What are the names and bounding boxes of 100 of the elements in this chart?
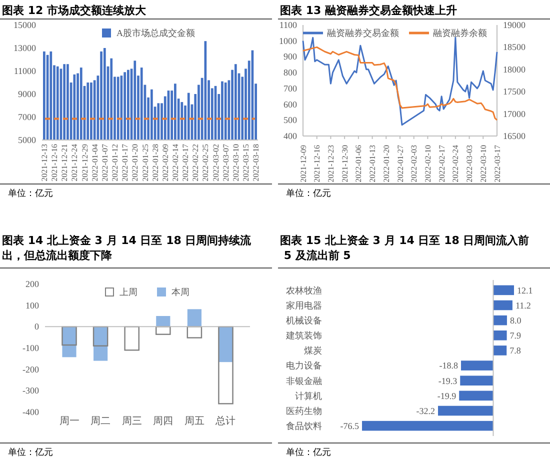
y-tick-label: 电力设备 — [286, 360, 322, 371]
chart-title: 图表 15 北上资金 3 月 14 日至 18 日周间流入前 5 及流出前 5 — [280, 234, 530, 262]
x-tick-label: 2021-12-24 — [70, 144, 80, 182]
bar — [218, 326, 234, 404]
y-tick-label: 医药生物 — [286, 406, 322, 416]
y-tick-label: 200 — [26, 279, 40, 289]
x-tick-label: 2022-01-17 — [120, 144, 130, 182]
x-tick-label: 2021-12-13 — [40, 144, 49, 182]
y-tick-label: 煤炭 — [304, 346, 322, 356]
data-label: -18.8 — [439, 360, 458, 371]
x-tick-label: 2022-02-17 — [437, 145, 446, 182]
x-tick-label: 2022-03-15 — [242, 144, 251, 182]
y-tick-label: 非银金融 — [286, 376, 322, 386]
text: 单位：亿元 — [8, 188, 53, 199]
y2-tick-label: 18000 — [503, 64, 526, 74]
x-tick-label: 2022-02-14 — [170, 144, 180, 182]
y2-tick-label: 18500 — [503, 42, 526, 52]
bar — [493, 330, 507, 340]
x-tick-label: 2022-03-02 — [211, 144, 220, 182]
y-tick-label: -400 — [22, 407, 40, 417]
bar — [438, 406, 494, 416]
bar — [459, 390, 494, 401]
y2-tick-label: 16500 — [503, 131, 526, 141]
x-tick-label: 周一 — [59, 416, 80, 427]
data-label: 7.9 — [510, 330, 522, 341]
y-tick-label: 0 — [34, 322, 40, 332]
x-tick-label: 周三 — [122, 416, 142, 427]
bar — [92, 326, 108, 346]
y-tick-label: 7000 — [18, 112, 36, 122]
y-tick-label: 500 — [284, 115, 298, 126]
bar — [187, 309, 202, 327]
bar — [460, 360, 494, 370]
x-tick-label: 2022-03-18 — [252, 144, 261, 182]
bar — [94, 326, 108, 361]
data-label: -19.9 — [437, 390, 457, 401]
x-tick-label: 2022-02-24 — [451, 145, 460, 182]
x-tick-label: 2022-01-27 — [396, 145, 405, 182]
bar — [493, 285, 514, 296]
bar — [62, 326, 77, 346]
bar — [186, 326, 202, 338]
x-tick-label: 周二 — [90, 416, 111, 427]
x-tick-label: 2021-12-16 — [312, 145, 322, 182]
x-tick-label: 2022-02-09 — [160, 144, 170, 182]
x-tick-label: 2021-12-09 — [298, 145, 308, 182]
y-tick-label: 100 — [26, 300, 40, 310]
bar — [493, 300, 512, 310]
y-tick-label: 9000 — [18, 89, 36, 99]
x-tick-label: 2021-12-30 — [340, 145, 350, 182]
x-tick-label: 2022-01-20 — [130, 144, 140, 182]
x-tick-label: 总计 — [214, 415, 236, 427]
x-tick-label: 周五 — [184, 416, 204, 427]
x-tick-label: 2022-01-28 — [150, 144, 160, 182]
x-tick-label: 2021-12-21 — [60, 144, 70, 182]
x-tick-label: 2021-12-29 — [80, 144, 90, 182]
y-tick-label: 1100 — [279, 20, 298, 30]
y-tick-label: 600 — [284, 99, 298, 110]
x-tick-label: 2022-02-10 — [424, 145, 433, 182]
data-label: 11.2 — [515, 300, 531, 310]
x-tick-label: 2022-01-25 — [140, 144, 150, 182]
y-tick-label: 机械设备 — [286, 315, 322, 326]
data-label: -19.3 — [438, 376, 458, 386]
y-tick-label: 计算机 — [295, 390, 322, 401]
x-tick-label: 2022-01-04 — [90, 144, 100, 182]
y-tick-label: 700 — [284, 83, 298, 94]
data-label: 8.0 — [510, 315, 522, 326]
x-tick-label: 2022-01-20 — [382, 145, 391, 182]
text: 单位：亿元 — [286, 188, 331, 199]
y-tick-label: 11000 — [14, 66, 36, 76]
bar — [156, 316, 170, 327]
y-tick-label: 800 — [284, 68, 298, 78]
x-tick-label: 2022-02-03 — [410, 145, 419, 182]
y-tick-label: 400 — [284, 131, 298, 141]
x-tick-label: 2022-02-17 — [181, 144, 190, 182]
y-tick-label: 13000 — [14, 43, 36, 53]
y-tick-label: 农林牧渔 — [286, 285, 322, 296]
x-tick-label: 2022-03-10 — [231, 144, 240, 182]
x-tick-label: 2022-03-10 — [478, 145, 488, 182]
y-tick-label: 家用电器 — [286, 300, 322, 310]
y-tick-label: -200 — [22, 364, 40, 374]
bar — [493, 315, 507, 326]
x-tick-label: 2022-01-07 — [100, 144, 110, 182]
x-tick-label: 周四 — [153, 416, 174, 427]
y-tick-label: 食品饮料 — [286, 420, 322, 431]
x-tick-label: 2022-01-12 — [110, 144, 120, 182]
line-series — [302, 36, 498, 126]
y2-tick-label: 17500 — [503, 86, 526, 97]
x-tick-label: 2022-03-03 — [465, 145, 474, 182]
bar — [493, 346, 507, 356]
data-label: 7.8 — [510, 346, 522, 356]
x-tick-label: 2022-03-17 — [492, 145, 502, 182]
x-tick-label: 2021-12-16 — [50, 144, 60, 182]
legend-label: 上周 — [120, 287, 138, 298]
y-tick-label: 5000 — [18, 135, 36, 145]
chart-title: 图表 13 融资融券交易金额快速上升 — [280, 4, 457, 17]
x-tick-label: 2022-02-22 — [191, 144, 200, 182]
y-tick-label: 15000 — [14, 20, 36, 30]
y-tick-label: -100 — [22, 343, 40, 353]
data-label: -32.2 — [416, 406, 435, 416]
text: 单位：亿元 — [286, 447, 331, 458]
x-tick-label: 2022-03-07 — [221, 144, 230, 182]
